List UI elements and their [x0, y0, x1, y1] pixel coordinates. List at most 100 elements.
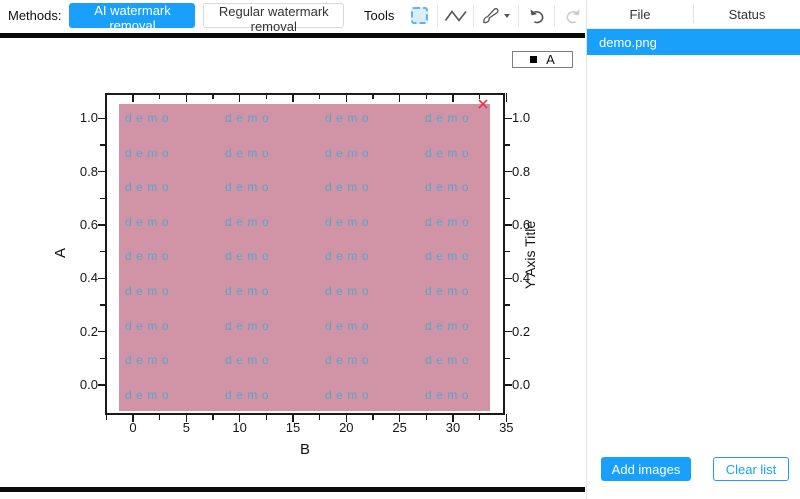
brush-tool-button[interactable] [478, 3, 514, 29]
chart-legend: A [512, 51, 573, 68]
watermark-text: demo [325, 353, 374, 368]
x-minor-tick-top [478, 93, 481, 99]
y-minor-tick-right [504, 357, 510, 360]
y-major-tick-left [98, 224, 106, 226]
x-major-tick-bottom [398, 414, 401, 422]
watermark-text: demo [125, 387, 174, 402]
watermark-text: demo [325, 214, 374, 229]
add-images-button[interactable]: Add images [601, 457, 691, 481]
ai-watermark-removal-button[interactable]: AI watermark removal [69, 3, 196, 33]
rect-select-tool-button[interactable] [406, 3, 433, 29]
redo-button[interactable] [559, 3, 586, 29]
x-minor-tick-bottom [158, 414, 161, 420]
file-name: demo.png [599, 34, 657, 50]
rect-select-icon [411, 7, 429, 24]
watermark-text: demo [125, 145, 174, 160]
watermark-text: demo [125, 111, 174, 125]
y-tick-label-right: 0.2 [512, 323, 531, 339]
x-major-tick-bottom [238, 414, 241, 422]
x-minor-tick-bottom [372, 414, 374, 420]
x-tick-label: 20 [339, 420, 354, 435]
x-major-tick-top [132, 93, 134, 102]
x-minor-tick-top [105, 93, 108, 99]
y-major-tick-left [98, 330, 106, 333]
image-bottom-rule [0, 487, 585, 492]
y-tick-label-right: 0.0 [512, 377, 531, 392]
watermark-text: demo [125, 353, 174, 368]
watermark-text: demo [125, 318, 174, 333]
y-minor-tick-right [504, 197, 510, 200]
x-major-tick-bottom [452, 414, 454, 422]
watermark-selection-region[interactable] [119, 104, 490, 411]
watermark-text: demo [325, 387, 374, 402]
watermark-text: demo [425, 284, 474, 298]
x-minor-tick-bottom [318, 414, 321, 420]
watermark-text: demo [225, 284, 274, 298]
x-major-tick-top [505, 93, 508, 102]
y-tick-label-left: 0.2 [79, 323, 98, 339]
y-minor-tick-left [100, 250, 106, 253]
watermark-text: demo [225, 318, 274, 333]
watermark-text: demo [325, 318, 374, 333]
file-list-item[interactable]: demo.png [587, 29, 800, 55]
toolbar-divider [473, 4, 475, 27]
x-minor-tick-top [318, 93, 321, 99]
x-minor-tick-bottom [265, 414, 268, 420]
y-minor-tick-right [504, 304, 510, 306]
x-major-tick-bottom [185, 414, 188, 422]
y-major-tick-right [504, 384, 512, 386]
y-tick-label-right: 0.4 [512, 270, 531, 286]
watermark-text: demo [225, 214, 274, 229]
y-major-tick-left [98, 277, 106, 280]
y-tick-label-left: 0.4 [79, 270, 98, 286]
x-tick-label: 10 [232, 420, 247, 435]
toolbar-divider [437, 4, 439, 27]
tools-label: Tools [364, 8, 395, 23]
x-major-tick-top [292, 93, 294, 102]
caret-down-icon [504, 13, 511, 18]
y-tick-label-left: 0.6 [79, 216, 98, 232]
x-major-tick-bottom [292, 414, 294, 422]
x-major-tick-bottom [345, 414, 348, 422]
x-major-tick-top [452, 93, 454, 102]
legend-label: A [546, 52, 555, 67]
undo-button[interactable] [523, 3, 550, 29]
watermark-text: demo [325, 180, 374, 195]
x-minor-tick-bottom [105, 414, 108, 420]
x-minor-tick-bottom [212, 414, 214, 420]
file-list-header: File Status [587, 0, 800, 29]
polyline-tool-button[interactable] [442, 3, 469, 29]
watermark-text: demo [325, 284, 374, 298]
x-minor-tick-top [158, 93, 161, 99]
y-major-tick-right [504, 170, 512, 173]
remove-selection-button[interactable] [475, 98, 490, 113]
y-tick-label-left: 1.0 [79, 110, 98, 126]
y-minor-tick-left [100, 357, 106, 360]
redo-icon [566, 8, 580, 23]
y-major-tick-right [504, 117, 512, 120]
y-major-tick-left [98, 384, 106, 386]
x-tick-label: 0 [129, 420, 137, 435]
x-minor-tick-top [265, 93, 268, 99]
y-minor-tick-left [100, 197, 106, 200]
x-major-tick-top [238, 93, 241, 102]
y-major-tick-right [504, 224, 512, 226]
regular-watermark-removal-button[interactable]: Regular watermark removal [203, 3, 345, 34]
watermark-text: demo [425, 214, 474, 229]
watermark-text: demo [225, 111, 274, 125]
x-minor-tick-top [425, 93, 428, 99]
toolbar-divider [554, 4, 556, 27]
panel-footer: Add images Clear list [587, 457, 800, 481]
undo-icon [530, 8, 544, 23]
watermark-text: demo [225, 387, 274, 402]
watermark-text: demo [325, 111, 374, 125]
y-minor-tick-right [504, 250, 510, 253]
brush-icon [483, 7, 499, 23]
x-tick-label: 25 [392, 420, 407, 435]
file-column-header: File [629, 6, 651, 22]
clear-list-button[interactable]: Clear list [713, 457, 789, 481]
y-major-tick-right [504, 277, 512, 280]
x-axis-title: B [299, 441, 310, 458]
watermark-text: demo [425, 180, 474, 195]
watermark-text: demo [425, 249, 474, 264]
